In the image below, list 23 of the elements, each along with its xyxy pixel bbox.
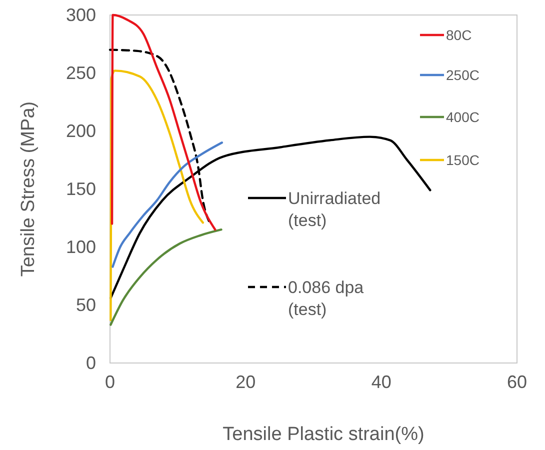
legend-label: 400C <box>446 109 480 125</box>
line-series <box>110 228 222 326</box>
x-tick-label: 60 <box>506 372 528 392</box>
legend-label: Unirradiated (test) <box>288 189 381 230</box>
legend-label: 0.086 dpa (test) <box>288 278 364 319</box>
y-tick-label: 250 <box>66 62 96 83</box>
y-tick-label: 50 <box>76 294 96 315</box>
legend-label: 80C <box>446 27 472 43</box>
y-tick-label: 200 <box>66 120 96 141</box>
legend-label: 250C <box>446 67 480 83</box>
line-series <box>110 14 216 231</box>
y-tick-label: 150 <box>66 178 96 199</box>
x-axis-title: Tensile Plastic strain(%) <box>222 424 424 445</box>
y-tick-label: 0 <box>86 352 96 373</box>
x-tick-label: 40 <box>371 372 392 392</box>
y-tick-label: 300 <box>66 4 96 25</box>
line-series <box>110 70 204 322</box>
legend-label: 150C <box>446 152 480 168</box>
line-series <box>112 142 224 268</box>
y-tick-label: 100 <box>66 236 96 257</box>
y-axis-title: Tensile Stress (MPa) <box>18 101 39 277</box>
x-tick-label: 0 <box>104 372 116 392</box>
x-tick-label: 20 <box>236 372 256 392</box>
